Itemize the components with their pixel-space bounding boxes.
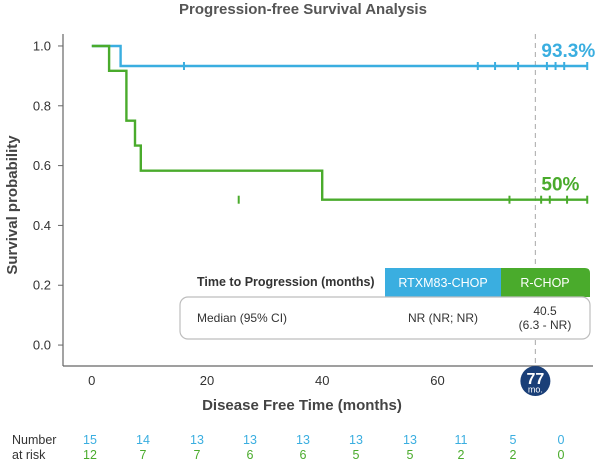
y-tick-label: 1.0 (33, 38, 51, 53)
risk-value: 5 (510, 433, 517, 447)
risk-table-label: Number (12, 433, 56, 447)
risk-value: 13 (349, 433, 363, 447)
risk-value: 5 (407, 448, 414, 462)
summary-col-header-bg (385, 268, 501, 297)
risk-value: 12 (83, 448, 97, 462)
summary-row-label: Median (95% CI) (197, 311, 287, 325)
series-end-label: 93.3% (541, 41, 595, 62)
risk-value: 2 (510, 448, 517, 462)
summary-col-header: R-CHOP (520, 276, 569, 290)
summary-cell: 40.5 (533, 304, 557, 318)
y-tick-label: 0.8 (33, 98, 51, 113)
series-end-label: 50% (541, 175, 579, 196)
series-line-1 (91, 44, 588, 68)
risk-value: 13 (243, 433, 257, 447)
summary-cell: (6.3 - NR) (519, 318, 572, 332)
summary-table: Time to Progression (months) RTXM83-CHOP R… (179, 268, 591, 340)
y-tick-label: 0.2 (33, 278, 51, 293)
risk-value: 7 (194, 448, 201, 462)
risk-value: 6 (247, 448, 254, 462)
y-tick-label: 0.4 (33, 218, 51, 233)
y-axis-label: Survival probability (4, 135, 21, 275)
risk-value: 13 (296, 433, 310, 447)
risk-value: 13 (190, 433, 204, 447)
chart-title: Progression-free Survival Analysis (179, 1, 427, 18)
reference-marker-unit: mo. (528, 385, 543, 395)
risk-value: 13 (403, 433, 417, 447)
summary-col-header: RTXM83-CHOP (398, 276, 487, 290)
risk-value: 6 (300, 448, 307, 462)
x-axis-label: Disease Free Time (months) (202, 397, 402, 414)
risk-table-label: at risk (12, 448, 46, 462)
risk-value: 14 (136, 433, 150, 447)
summary-col-header-bg (501, 268, 590, 297)
risk-value: 7 (140, 448, 147, 462)
risk-value: 11 (455, 433, 468, 447)
x-tick-label: 40 (315, 373, 329, 388)
risk-value: 15 (83, 433, 97, 447)
risk-value: 0 (558, 433, 565, 447)
summary-row-box (179, 296, 591, 340)
y-tick-label: 0.0 (33, 338, 51, 353)
y-tick-label: 0.6 (33, 158, 51, 173)
x-tick-label: 60 (430, 373, 444, 388)
risk-value: 5 (353, 448, 360, 462)
reference-marker (520, 366, 551, 396)
risk-value: 0 (558, 448, 565, 462)
x-tick-label: 20 (200, 373, 214, 388)
summary-table-heading: Time to Progression (months) (197, 275, 375, 289)
x-tick-label: 0 (88, 373, 95, 388)
series-line-2 (91, 44, 588, 201)
reference-marker-value: 77 (526, 371, 544, 388)
summary-cell: NR (NR; NR) (408, 311, 478, 325)
risk-value: 2 (458, 448, 465, 462)
